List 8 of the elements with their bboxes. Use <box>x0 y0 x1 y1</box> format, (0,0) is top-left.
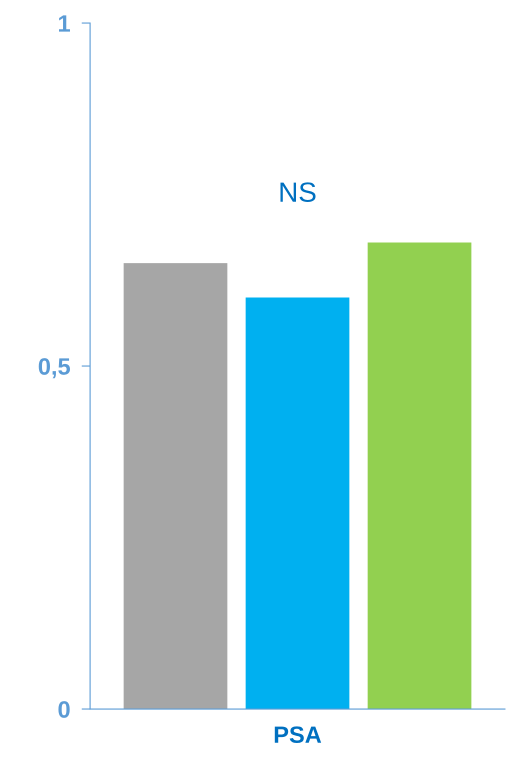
y-tick-label: 1 <box>59 15 70 32</box>
y-tick-label: 0,5 <box>38 358 70 378</box>
bar <box>368 242 472 710</box>
annotation: NS <box>280 182 316 202</box>
y-tick-label: 0 <box>58 701 70 718</box>
bar <box>246 297 350 710</box>
x-tick-label: PSA <box>274 726 322 744</box>
bar <box>124 263 228 710</box>
